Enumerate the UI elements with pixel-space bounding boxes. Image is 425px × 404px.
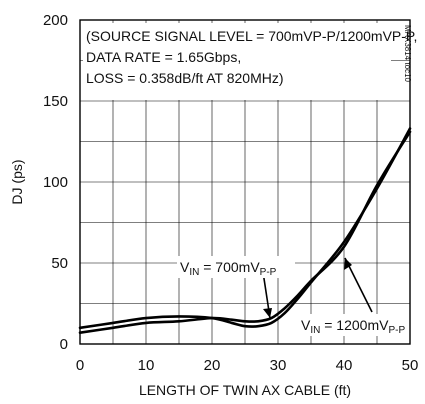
label-700mv: VIN = 700mVP-P [180, 259, 277, 278]
conditions-line-2: DATA RATE = 1.65Gbps, [86, 49, 241, 65]
x-tick-label: 50 [402, 357, 419, 374]
conditions-line-3: LOSS = 0.358dB/ft AT 820MHz) [86, 70, 284, 86]
y-tick-label: 50 [51, 255, 68, 272]
callout-arrow-700 [263, 308, 272, 318]
x-tick-label: 0 [76, 357, 84, 374]
x-axis-label: LENGTH OF TWIN AX CABLE (ft) [139, 382, 351, 398]
x-tick-label: 20 [204, 357, 221, 374]
label-700-bg [177, 256, 295, 278]
callout-line-1200 [344, 257, 373, 313]
y-tick-labels: 0 50 100 150 200 [43, 12, 68, 353]
label-1200-bg [298, 314, 408, 336]
x-tick-label: 30 [270, 357, 287, 374]
conditions-line-1: (SOURCE SIGNAL LEVEL = 700mVP-P/1200mVP-… [86, 28, 417, 44]
y-tick-label: 150 [43, 93, 68, 110]
y-tick-label: 200 [43, 12, 68, 29]
series-line-1200mv [78, 130, 412, 334]
y-axis-label: DJ (ps) [9, 159, 25, 204]
plot-frame [79, 19, 411, 345]
series-line-700mv [78, 127, 412, 330]
callouts [262, 257, 373, 319]
label-1200mv: VIN = 1200mVP-P [301, 317, 405, 336]
series-lines [78, 127, 412, 334]
callout-arrow-1200 [344, 258, 352, 270]
x-tick-labels: 0 10 20 30 40 50 [76, 357, 419, 374]
conditions-box [83, 23, 391, 100]
y-tick-label: 100 [43, 174, 68, 191]
x-tick-label: 10 [138, 357, 155, 374]
plot-border [79, 19, 411, 345]
y-tick-label: 0 [60, 336, 68, 353]
x-tick-label: 40 [336, 357, 353, 374]
figure-code: MAX3814 toc10 [403, 25, 412, 82]
